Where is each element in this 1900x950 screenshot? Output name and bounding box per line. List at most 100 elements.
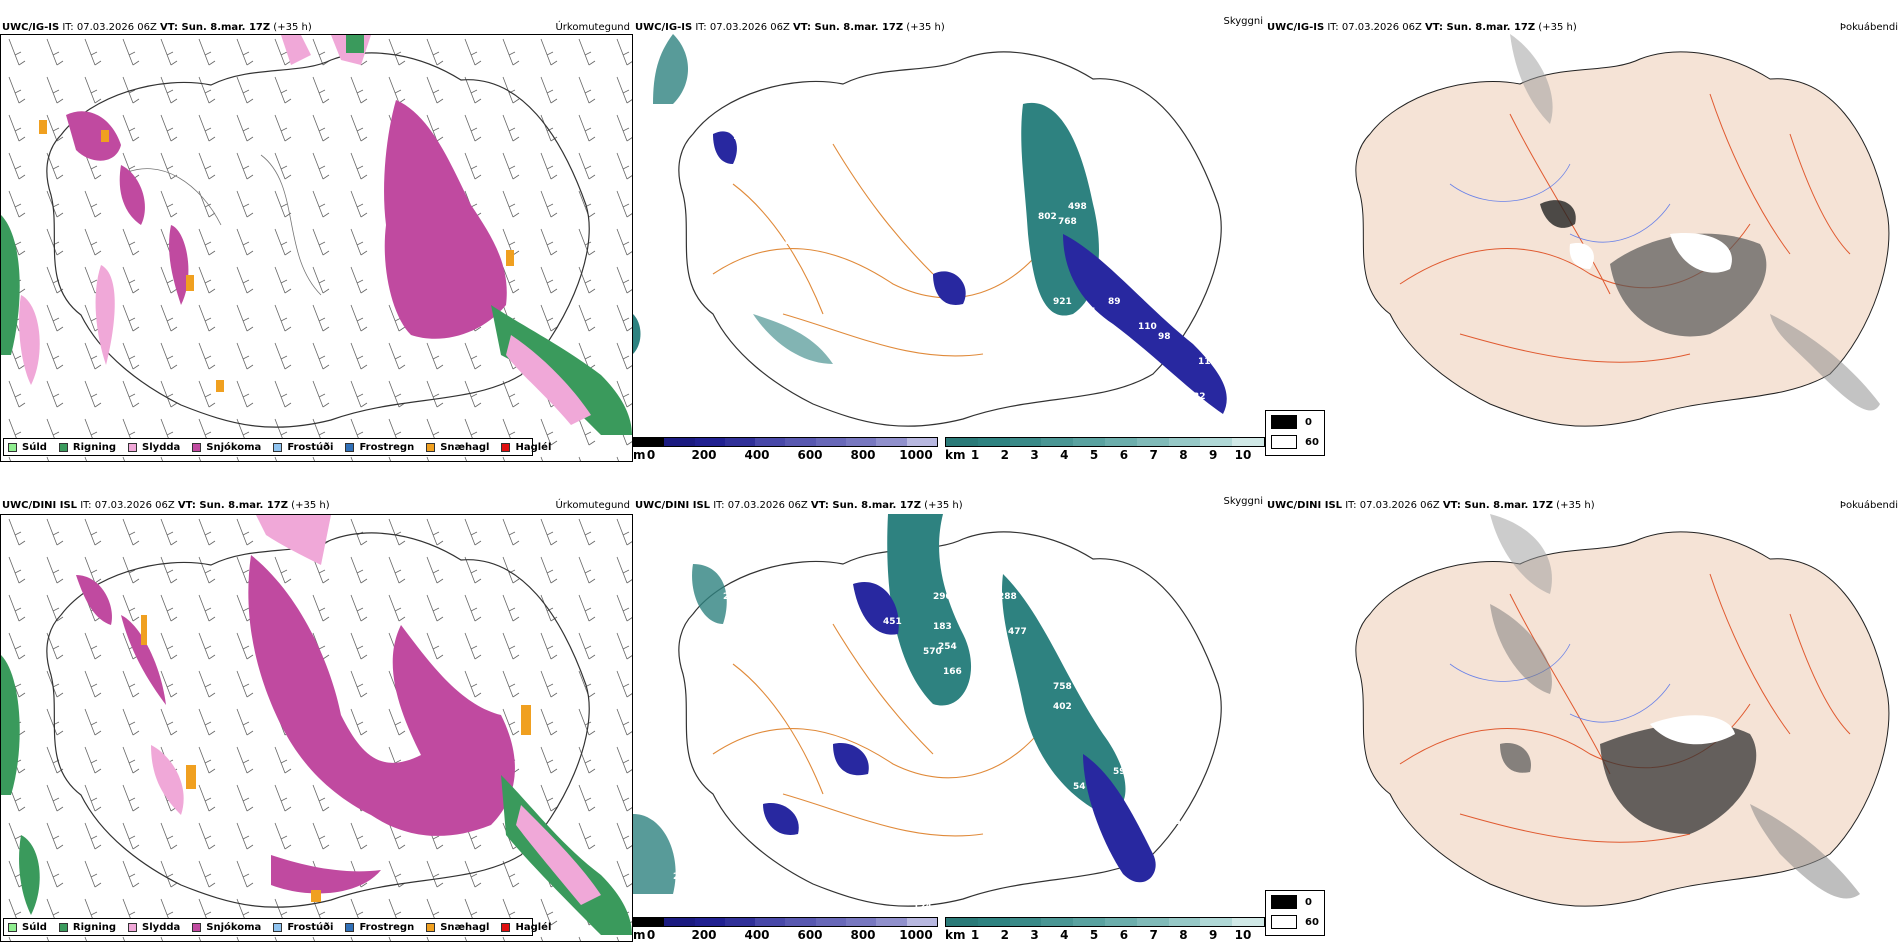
colorbar-segment (977, 438, 1010, 446)
colorbar-tick-label: 2 (1000, 448, 1009, 462)
colorbar-tick-label: 9 (1209, 448, 1218, 462)
vis-map-bottom[interactable]: 783 253 451 570 290 183 254 166 288 477 758 402 874 3… (633, 514, 1265, 914)
ptype-map-svg (1, 515, 632, 941)
panel-field-name: Úrkomutegund (555, 500, 630, 511)
ptype-swatch (8, 442, 17, 452)
ptype-map-bottom[interactable] (0, 514, 633, 942)
colorbar-segment (1200, 918, 1233, 926)
colorbar-segment (1136, 438, 1169, 446)
panel-field-name: Þokuábendi (1839, 500, 1898, 511)
fog-panel-top: UWC/IG-IS IT: 07.03.2026 06Z VT: Sun. 8.… (1265, 12, 1900, 462)
fog-label-0: 0 (1305, 896, 1312, 908)
ptype-legend-top: Súld Rigning Slydda Snjókoma Frostúði Frostre… (3, 438, 551, 456)
visibility-value-label: 75 (1198, 857, 1211, 867)
panel-title: UWC/DINI ISL IT: 07.03.2026 06Z VT: Sun.… (1267, 500, 1595, 511)
valid-time: VT: Sun. 8.mar. 17Z (793, 22, 904, 33)
visibility-value-label: 278 (673, 872, 692, 882)
panel-title: UWC/DINI ISL IT: 07.03.2026 06Z VT: Sun.… (635, 500, 963, 511)
ptype-map-top[interactable] (0, 34, 633, 462)
ptype-legend-label: Haglél (515, 441, 552, 453)
ptype-panel-bottom: UWC/DINI ISL IT: 07.03.2026 06Z VT: Sun.… (0, 492, 634, 942)
colorbar-tick-label: 5 (1089, 448, 1099, 462)
fog-map-top[interactable] (1310, 34, 1900, 434)
colorbar-segment (634, 918, 665, 926)
visibility-value-label: 110 (1138, 322, 1157, 332)
colorbar-segment (694, 438, 725, 446)
ptype-legend-label: Frostregn (359, 921, 415, 933)
colorbar-tick-label: 8 (1179, 448, 1188, 462)
lead-time: (+35 h) (288, 500, 330, 511)
colorbar-segment (815, 438, 847, 446)
colorbar-segment (724, 918, 756, 926)
ptype-swatch (273, 442, 283, 452)
ptype-swatch (128, 922, 138, 932)
ptype-swatch (192, 922, 202, 932)
colorbar-segment (876, 438, 907, 446)
visibility-value-label: 783 (728, 567, 747, 577)
visibility-value-label: 570 (923, 647, 942, 657)
visibility-value-label: 100 (1188, 837, 1207, 847)
lead-time: (+35 h) (1553, 500, 1595, 511)
colorbar-tick-label: 5 (1089, 928, 1099, 942)
visibility-value-label: 131 (903, 777, 922, 787)
colorbar-tick-label: 4 (1060, 928, 1069, 942)
colorbar-segment (906, 438, 937, 446)
colorbar-tick-label: 3 (1030, 448, 1039, 462)
ptype-swatch (128, 442, 138, 452)
ptype-swatch (345, 442, 355, 452)
lead-time: (+35 h) (903, 22, 945, 33)
colorbar-tick-label: 7 (1149, 448, 1158, 462)
snow-area (384, 100, 507, 339)
ptype-legend-label: Snæhagl (440, 921, 490, 933)
init-time: IT: 07.03.2026 06Z (710, 500, 811, 511)
colorbar-segment (1009, 438, 1042, 446)
visibility-value-label: 254 (938, 642, 957, 652)
init-time: IT: 07.03.2026 06Z (1342, 500, 1443, 511)
vis-map-top[interactable]: 12 97 102 101 89 163 118 802 768 498 287 921 65 89 110… (633, 34, 1265, 434)
colorbar-tick-label: 600 (797, 448, 823, 462)
panel-field-name: Skyggni (1223, 496, 1263, 507)
fog-map-bottom[interactable] (1310, 514, 1900, 914)
fog-panel-bottom: UWC/DINI ISL IT: 07.03.2026 06Z VT: Sun.… (1265, 492, 1900, 942)
ptype-legend-label: Snæhagl (440, 441, 490, 453)
colorbar-tick-label: 8 (1179, 928, 1188, 942)
colorbar-tick-label: 800 (850, 448, 876, 462)
ptype-legend-bottom: Súld Rigning Slydda Snjókoma Frostúði Frostre… (3, 918, 551, 936)
ptype-legend-item: Súld (8, 922, 47, 933)
ptype-swatch (192, 442, 202, 452)
ptype-legend-label: Slydda (142, 441, 181, 453)
ptype-swatch (8, 922, 17, 932)
visibility-value-label: 253 (723, 592, 742, 602)
valid-time: VT: Sun. 8.mar. 17Z (160, 22, 271, 33)
vis-panel-top: UWC/IG-IS IT: 07.03.2026 06Z VT: Sun. 8.… (633, 12, 1265, 462)
visibility-value-label: 921 (1053, 297, 1072, 307)
panel-field-name: Skyggni (1223, 16, 1263, 27)
colorbar-tick-label: 1 (970, 448, 980, 462)
colorbar-tick-label: 200 (691, 448, 717, 462)
ptype-legend-item: Haglél (501, 442, 551, 453)
ptype-legend-label: Súld (22, 921, 47, 933)
colorbar-segment (1009, 918, 1042, 926)
visibility-value-label: 346 (993, 737, 1012, 747)
ptype-legend-item: Súld (8, 442, 47, 453)
snow-area (248, 555, 515, 836)
fog-legend-row-1: 60 (1271, 435, 1319, 449)
visibility-value-label: 477 (1008, 627, 1027, 637)
visibility-value-label: 290 (933, 592, 952, 602)
ptype-legend-label: Snjókoma (206, 921, 262, 933)
colorbar-unit: m (633, 448, 646, 462)
ptype-legend-item: Frostregn (345, 442, 414, 453)
colorbar-tick-label: 6 (1119, 448, 1129, 462)
model-name: UWC/IG-IS (1267, 22, 1325, 33)
visibility-value-label: 166 (943, 667, 962, 677)
fog-legend-top: 0 60 (1265, 410, 1325, 456)
panel-title: UWC/IG-IS IT: 07.03.2026 06Z VT: Sun. 8.… (1267, 22, 1577, 33)
fog-legend-bottom: 0 60 (1265, 890, 1325, 936)
colorbar-tick-label: 400 (744, 928, 770, 942)
fog-legend-row-1: 60 (1271, 915, 1319, 929)
colorbar-segment (755, 438, 786, 446)
visibility-value-label: 101 (783, 237, 802, 247)
colorbar-segment (1232, 438, 1264, 446)
visibility-value-label: 802 (1038, 212, 1057, 222)
visibility-value-label: 402 (1053, 702, 1072, 712)
